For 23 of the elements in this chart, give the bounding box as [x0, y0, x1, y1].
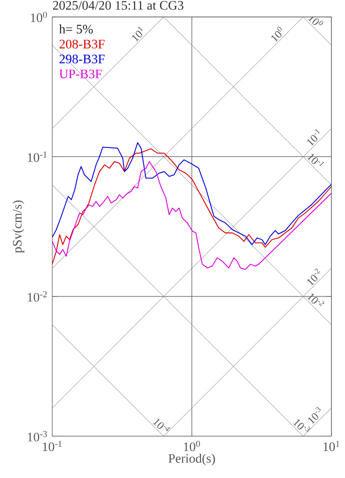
- annotation: 10$^{-1}$: [306, 154, 324, 167]
- y-tick-label: 10$^{0}$: [30, 12, 47, 22]
- annotation: 10$^{-2}$: [307, 268, 320, 286]
- annotation: 10$^{-3}$: [308, 407, 320, 424]
- legend-title: h= 5%: [58, 24, 93, 34]
- y-tick-label: 10$^{-1}$: [28, 151, 47, 162]
- chart-title: 2025/04/20 15:11 at CG3: [52, 1, 184, 10]
- y-tick-label: 10$^{-2}$: [28, 291, 47, 302]
- annotation: 10$^{-4}$: [152, 418, 170, 432]
- text: 298-B3F: [59, 54, 104, 64]
- annotation: 10$^{0}$: [271, 26, 282, 42]
- x-axis-title: Period(s): [168, 454, 215, 466]
- annotation: 10$^{1}$: [132, 26, 143, 42]
- annotation: 10$^{-2}$: [306, 294, 324, 306]
- annotation: 10$^{-3}$: [292, 419, 310, 432]
- y-axis-title: pSv(cm/s): [12, 200, 24, 253]
- annotation: 10$^{-1}$: [307, 129, 320, 146]
- x-tick-label: 10$^{1}$: [323, 440, 340, 452]
- x-tick-label: 10$^{0}$: [184, 440, 200, 452]
- x-tick-label: 10$^{-1}$: [42, 440, 62, 452]
- text: UP-B3F: [59, 70, 102, 78]
- text: 208-B3F: [59, 40, 104, 48]
- y-tick-label: 10$^{-3}$: [28, 430, 47, 442]
